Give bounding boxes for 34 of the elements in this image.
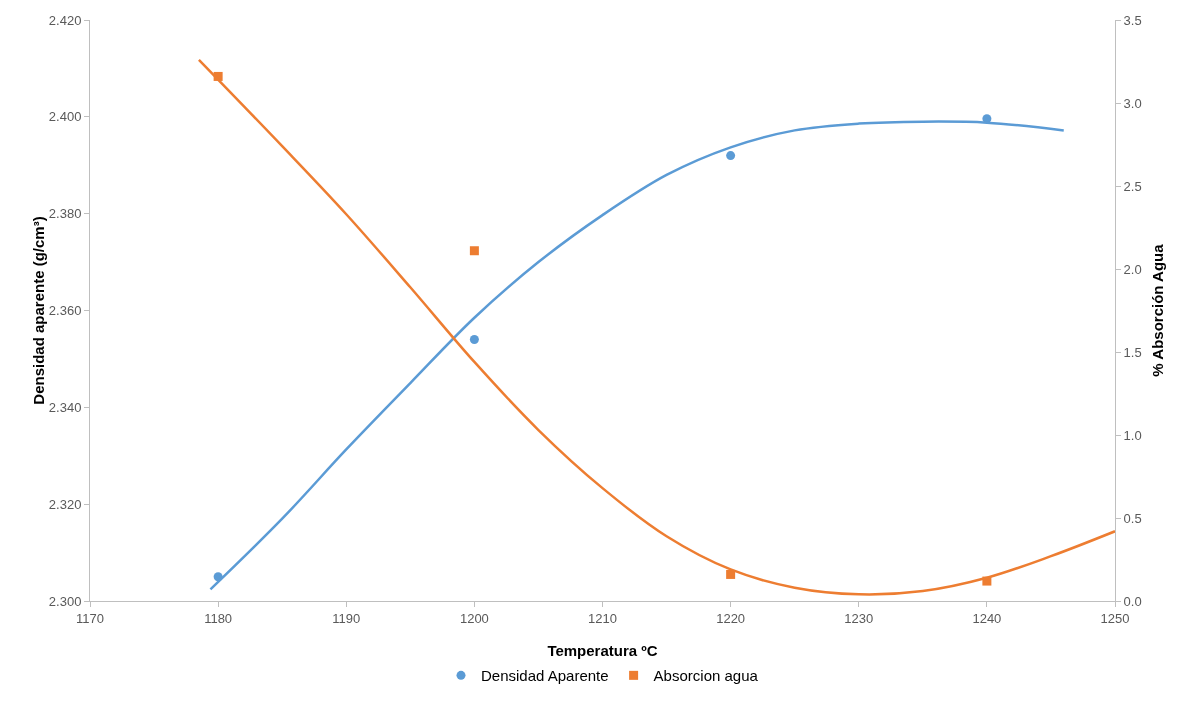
x-tick-label: 1190 [332, 610, 361, 626]
point [726, 569, 736, 579]
x-tick-label: 1180 [204, 610, 233, 626]
y2-tick-label: 3.5 [1123, 12, 1142, 28]
y2-axis-title: % Absorción Agua [1148, 243, 1166, 377]
y-axis-title: Densidad aparente (g/cm³) [29, 216, 47, 405]
y2-tick-label: 0.5 [1123, 510, 1142, 526]
y-tick-label: 2.420 [48, 12, 82, 28]
y-tick-label: 2.320 [48, 496, 82, 512]
point [726, 151, 736, 161]
line-series [197, 58, 1115, 596]
y-tick-label: 2.360 [48, 303, 82, 319]
y2-tick-label: 2.0 [1123, 261, 1142, 277]
y2-tick-label: 1.0 [1123, 427, 1142, 443]
x-tick-label: 1230 [844, 610, 874, 626]
x-tick-label: 1170 [76, 610, 104, 626]
y2-tick-label: 2.5 [1123, 178, 1142, 194]
y-tick-label: 2.340 [48, 399, 82, 415]
x-tick-label: 1220 [716, 610, 746, 626]
y2-tick-label: 3.0 [1123, 95, 1142, 111]
legend-label: Absorcion agua [653, 667, 759, 685]
y2-tick-label: 0.0 [1123, 593, 1142, 609]
y-tick-label: 2.300 [48, 593, 82, 609]
point [469, 246, 479, 256]
x-axis-title: Temperatura ºC [547, 642, 658, 659]
x-tick-label: 1240 [972, 610, 1002, 626]
y-tick-label: 2.380 [48, 206, 82, 222]
x-tick-label: 1200 [459, 610, 489, 626]
legend-label: Densidad Aparente [481, 667, 609, 685]
x-tick-label: 1250 [1100, 610, 1130, 626]
point [469, 335, 479, 345]
y2-tick-label: 1.5 [1123, 344, 1142, 360]
x-tick-label: 1210 [588, 610, 617, 626]
y-tick-label: 2.400 [48, 109, 82, 125]
